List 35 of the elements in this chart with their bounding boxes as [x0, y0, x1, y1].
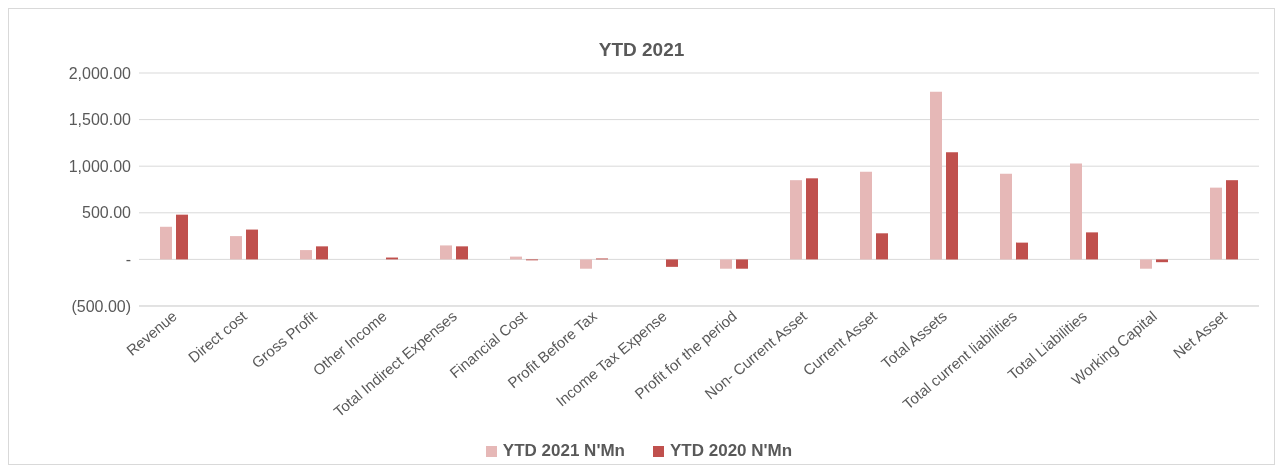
bar [666, 259, 678, 267]
bar [176, 214, 188, 260]
bar [806, 178, 818, 260]
bar [736, 259, 748, 269]
bar [1000, 173, 1012, 260]
bar [946, 152, 958, 260]
bar [246, 229, 258, 260]
bar [1086, 232, 1098, 260]
bar [790, 180, 802, 260]
legend-label: YTD 2020 N'Mn [670, 441, 793, 461]
bar [300, 250, 312, 260]
bar [1156, 259, 1168, 263]
bar [1070, 163, 1082, 260]
bar [1016, 242, 1028, 260]
bar [876, 233, 888, 260]
bar [930, 91, 942, 260]
y-tick-label: 2,000.00 [68, 64, 132, 82]
bar [1210, 187, 1222, 260]
y-tick-label: - [125, 251, 131, 269]
y-tick-label: (500.00) [71, 297, 131, 315]
y-tick-label: 1,000.00 [68, 157, 132, 175]
y-tick-label: 1,500.00 [68, 111, 132, 129]
bar [160, 226, 172, 260]
bar [440, 245, 452, 260]
bar [580, 259, 592, 269]
legend-label: YTD 2021 N'Mn [502, 441, 625, 461]
chart-title: YTD 2021 [597, 39, 686, 61]
bar [1226, 180, 1238, 260]
bar [230, 236, 242, 260]
bar [456, 246, 468, 260]
y-tick-label: 500.00 [82, 204, 132, 222]
bar [860, 171, 872, 260]
bar [1140, 259, 1152, 269]
bar [316, 246, 328, 260]
bar [720, 259, 732, 269]
